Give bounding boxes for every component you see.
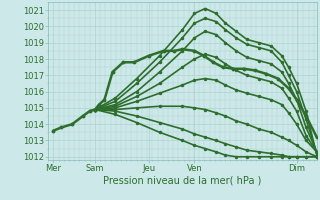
X-axis label: Pression niveau de la mer( hPa ): Pression niveau de la mer( hPa ) [103, 176, 261, 186]
